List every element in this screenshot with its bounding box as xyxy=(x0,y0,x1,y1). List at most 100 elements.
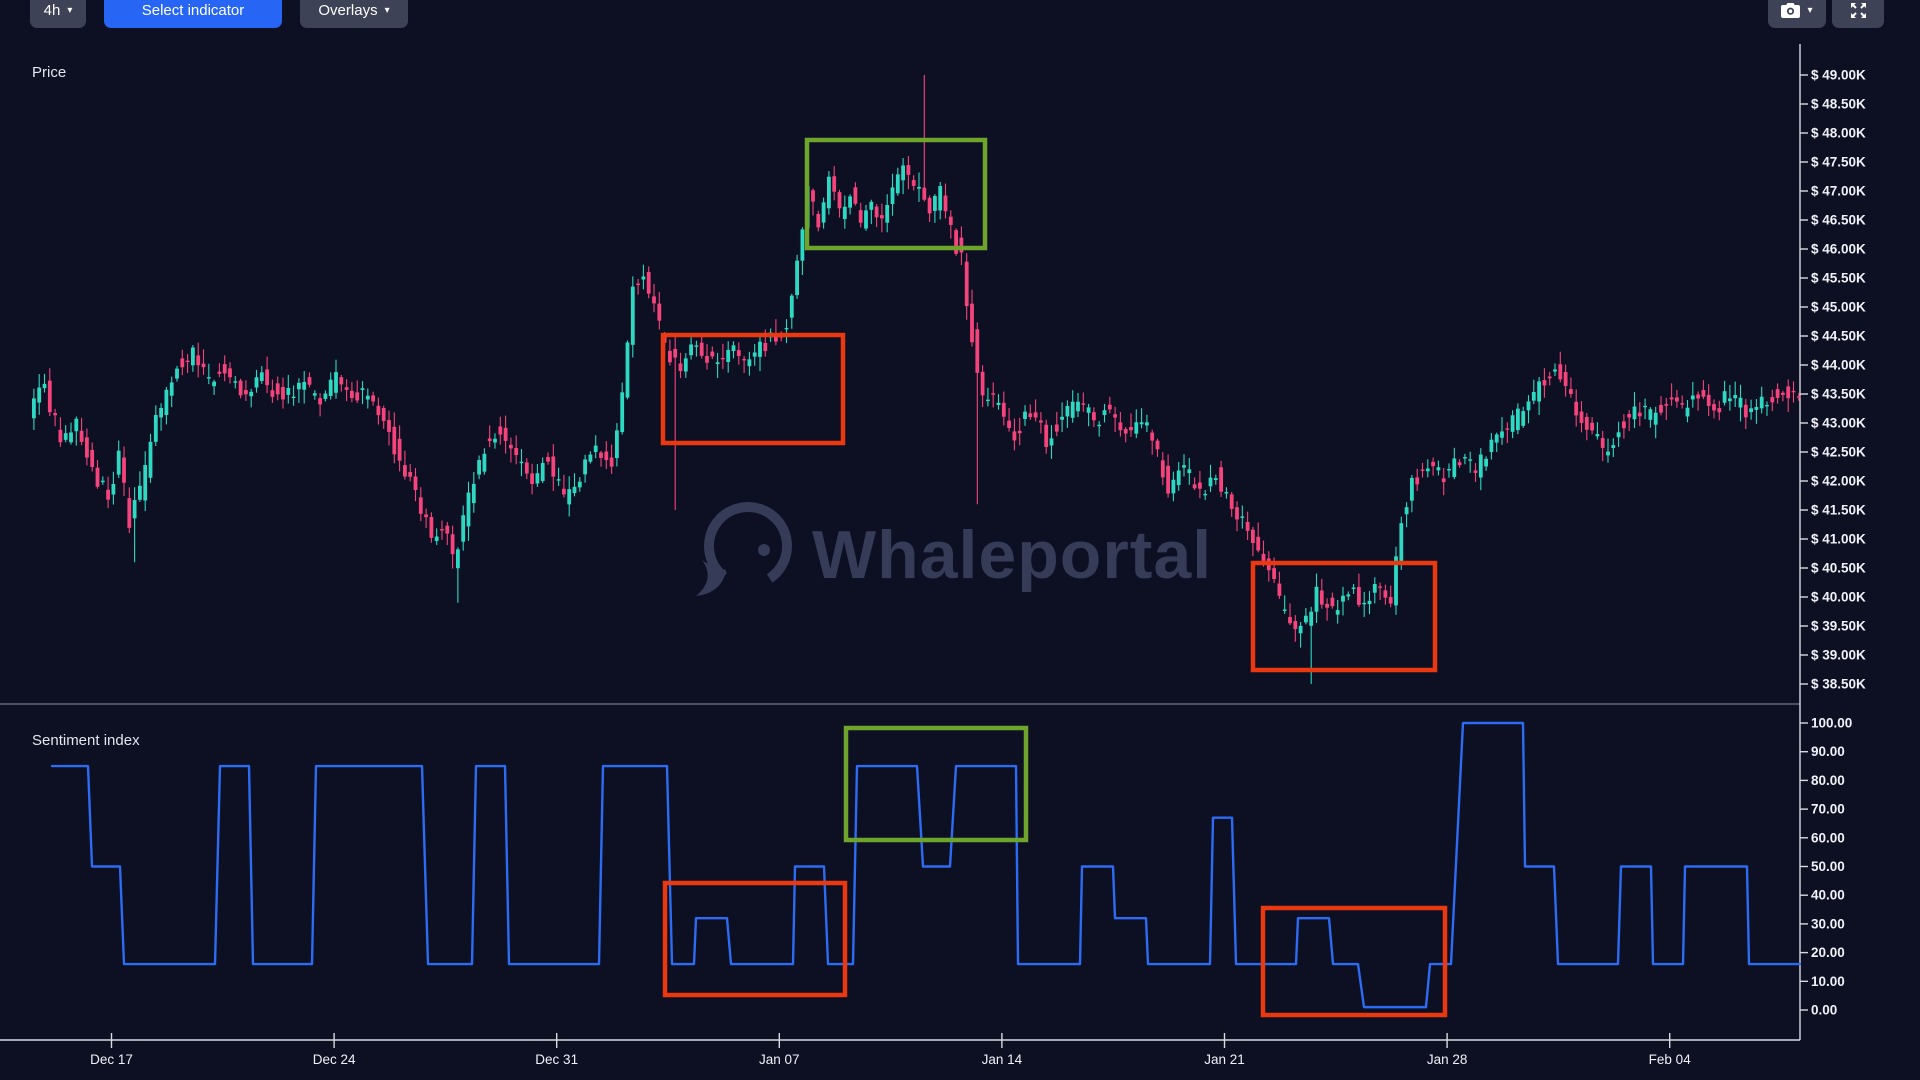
candle-body xyxy=(217,371,222,374)
price-tick-label: $ 42.00K xyxy=(1811,474,1866,489)
date-tick-label: Jan 14 xyxy=(982,1052,1023,1067)
candle-body xyxy=(403,465,407,477)
candle-body xyxy=(535,473,540,484)
candle-body xyxy=(853,187,858,204)
candle-body xyxy=(1139,422,1144,425)
chevron-down-icon: ▾ xyxy=(1807,5,1813,16)
candle-body xyxy=(297,382,301,390)
candle-body xyxy=(630,286,635,345)
candle-body xyxy=(1399,523,1404,564)
candle-body xyxy=(758,341,762,357)
candle-body xyxy=(212,381,216,387)
candle-body xyxy=(450,534,455,555)
price-tick-label: $ 38.50K xyxy=(1811,677,1866,692)
candle-body xyxy=(567,489,572,505)
sentiment-tick-label: 80.00 xyxy=(1811,773,1845,788)
sentiment-line xyxy=(50,721,1802,1009)
candle-body xyxy=(895,174,900,194)
candle-body xyxy=(180,358,185,368)
candle-body xyxy=(381,407,386,421)
price-tick-label: $ 39.00K xyxy=(1811,648,1866,663)
candle-body xyxy=(477,460,481,475)
candle-body xyxy=(1706,394,1711,406)
candle-body xyxy=(1410,477,1414,501)
candle-body xyxy=(1155,440,1160,450)
sentiment-tick-label: 0.00 xyxy=(1811,1003,1837,1018)
candle-body xyxy=(948,216,953,225)
candle-body xyxy=(546,456,550,462)
overlays-label: Overlays xyxy=(318,1,378,19)
candle-body xyxy=(42,383,47,389)
candle-body xyxy=(323,393,328,399)
candle-body xyxy=(143,465,148,501)
candle-body xyxy=(1537,381,1541,402)
candle-body xyxy=(175,368,179,379)
candle-body xyxy=(641,276,646,280)
candle-body xyxy=(1245,521,1250,531)
candle-body xyxy=(1044,424,1049,448)
timeframe-button[interactable]: 4h ▾ xyxy=(30,0,86,28)
candle-body xyxy=(244,390,248,395)
fullscreen-button[interactable] xyxy=(1832,0,1884,28)
candle-body xyxy=(53,413,57,416)
candle-body xyxy=(1357,587,1361,605)
date-tick-label: Dec 17 xyxy=(90,1052,133,1067)
candle-body xyxy=(254,377,259,388)
candle-body xyxy=(1510,415,1515,432)
candle-body xyxy=(1712,404,1716,411)
candle-body xyxy=(615,430,619,459)
candle-body xyxy=(959,237,964,253)
candle-body xyxy=(885,204,890,223)
candle-body xyxy=(726,349,731,363)
price-tick-label: $ 46.50K xyxy=(1811,213,1866,228)
sentiment-tick-label: 70.00 xyxy=(1811,802,1845,817)
overlays-button[interactable]: Overlays ▾ xyxy=(300,0,408,28)
candle-body xyxy=(1107,404,1112,410)
candle-body xyxy=(318,398,322,405)
candle-body xyxy=(986,399,990,402)
price-tick-label: $ 40.50K xyxy=(1811,561,1866,576)
candle-body xyxy=(1595,433,1600,437)
candle-body xyxy=(1012,431,1017,441)
candle-body xyxy=(800,229,805,261)
candle-body xyxy=(127,498,132,528)
candle-body xyxy=(1081,403,1086,405)
candle-body xyxy=(259,372,264,382)
candle-body xyxy=(1685,407,1690,417)
candle-body xyxy=(1478,454,1483,478)
candle-body xyxy=(1701,390,1706,397)
sentiment-tick-label: 90.00 xyxy=(1811,744,1845,759)
candle-body xyxy=(551,456,556,477)
candle-body xyxy=(774,333,778,342)
select-indicator-button[interactable]: Select indicator xyxy=(104,0,282,28)
candle-body xyxy=(1404,507,1409,515)
candle-body xyxy=(1335,610,1340,615)
candle-body xyxy=(620,392,625,433)
candle-body xyxy=(1129,427,1133,431)
candle-body xyxy=(482,453,487,472)
candle-body xyxy=(265,369,269,386)
candle-body xyxy=(424,514,428,518)
candle-body xyxy=(1208,477,1213,487)
candle-body xyxy=(201,363,206,368)
screenshot-button[interactable]: ▾ xyxy=(1768,0,1826,28)
candle-body xyxy=(1325,603,1329,608)
candle-body xyxy=(392,426,397,455)
candle-body xyxy=(954,230,958,254)
candle-body xyxy=(789,295,794,318)
candle-body xyxy=(1160,460,1165,478)
chevron-down-icon: ▾ xyxy=(67,5,73,16)
candle-body xyxy=(307,377,312,385)
candle-body xyxy=(1717,408,1722,413)
candle-body xyxy=(1690,395,1695,400)
candle-body xyxy=(350,390,354,399)
candle-body xyxy=(1463,457,1467,459)
candle-body xyxy=(1547,376,1552,379)
candle-body xyxy=(763,342,768,352)
candle-body xyxy=(577,481,582,488)
candle-body xyxy=(1484,458,1488,467)
candle-body xyxy=(270,390,275,397)
candle-body xyxy=(816,214,821,228)
candle-body xyxy=(387,420,391,432)
